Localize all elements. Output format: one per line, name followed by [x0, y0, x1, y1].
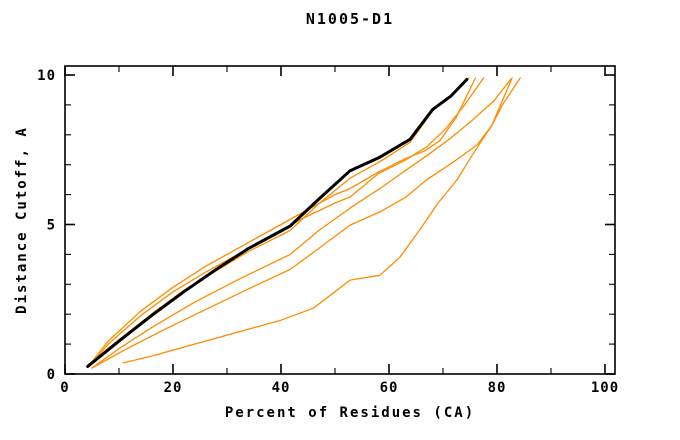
series-line-model-curve-4	[91, 78, 512, 369]
x-tick-label: 40	[272, 380, 291, 396]
y-tick-label: 10	[37, 68, 56, 84]
series-line-model-curve-2	[88, 77, 477, 366]
x-tick-label: 20	[164, 380, 183, 396]
plot-frame	[64, 65, 616, 375]
x-tick-label: 100	[591, 380, 619, 396]
series-line-model-curve-5	[91, 77, 513, 369]
x-axis-label: Percent of Residues (CA)	[224, 405, 476, 421]
series-line-model-curve-6-low	[122, 77, 521, 364]
series-line-model-curve-3	[88, 77, 485, 368]
x-tick-label: 60	[380, 380, 399, 396]
chart-title: N1005-D1	[305, 10, 395, 28]
x-tick-label: 80	[488, 380, 507, 396]
x-tick-label: 0	[60, 380, 69, 396]
y-axis-label: Distance Cutoff, A	[14, 126, 30, 314]
y-tick-label: 0	[47, 367, 56, 383]
y-tick-label: 5	[47, 218, 56, 234]
series-line-reference-curve-black	[86, 78, 469, 368]
